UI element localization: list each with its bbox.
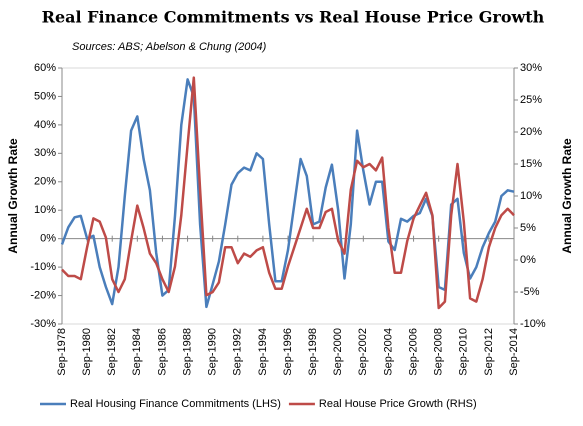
x-tick-label: Sep-1992 <box>232 328 244 376</box>
y-axis-label: Annual Growth Rate <box>6 138 20 254</box>
x-tick-label: Sep-2014 <box>508 328 520 376</box>
x-tick-label: Sep-1998 <box>307 328 319 376</box>
chart-title: Real Finance Commitments vs Real House P… <box>42 8 545 27</box>
y-tick-label: -10% <box>30 261 56 273</box>
y2-axis-label: Annual Growth Rate <box>560 138 574 254</box>
x-tick-label: Sep-2000 <box>332 328 344 376</box>
x-tick-label: Sep-1996 <box>282 328 294 376</box>
y2-tick-label: -10% <box>520 318 546 330</box>
y-tick-label: 10% <box>34 204 56 216</box>
x-tick-label: Sep-2012 <box>483 328 495 376</box>
x-tick-label: Sep-2004 <box>382 328 394 376</box>
y-tick-label: 30% <box>34 147 56 159</box>
chart-subtitle: Sources: ABS; Abelson & Chung (2004) <box>72 41 267 53</box>
x-tick-label: Sep-1982 <box>106 328 118 376</box>
x-tick-label: Sep-1994 <box>257 328 269 376</box>
y-tick-label: 50% <box>34 90 56 102</box>
legend-label: Real House Price Growth (RHS) <box>319 398 477 410</box>
x-tick-label: Sep-1978 <box>56 328 68 376</box>
y-tick-label: -20% <box>30 289 56 301</box>
y-tick-label: -30% <box>30 318 56 330</box>
x-tick-label: Sep-2002 <box>357 328 369 376</box>
x-tick-label: Sep-1986 <box>156 328 168 376</box>
y2-tick-label: 15% <box>520 158 542 170</box>
x-tick-label: Sep-2010 <box>458 328 470 376</box>
y2-tick-label: 30% <box>520 62 542 74</box>
series-line <box>60 78 515 309</box>
x-tick-label: Sep-2006 <box>407 328 419 376</box>
x-tick-label: Sep-2008 <box>433 328 445 376</box>
y-tick-label: 60% <box>34 62 56 74</box>
y-tick-label: 40% <box>34 119 56 131</box>
y-tick-label: 20% <box>34 176 56 188</box>
x-tick-label: Sep-1984 <box>131 328 143 376</box>
y2-tick-label: 10% <box>520 190 542 202</box>
y2-tick-label: 0% <box>520 254 536 266</box>
y-tick-label: 0% <box>40 233 56 245</box>
x-tick-label: Sep-1980 <box>81 328 93 376</box>
y2-tick-label: -5% <box>520 286 540 298</box>
y2-tick-label: 25% <box>520 94 542 106</box>
x-tick-label: Sep-1988 <box>181 328 193 376</box>
y2-tick-label: 5% <box>520 222 536 234</box>
y2-tick-label: 20% <box>520 126 542 138</box>
series-line <box>61 76 515 310</box>
legend-label: Real Housing Finance Commitments (LHS) <box>70 398 281 410</box>
x-tick-label: Sep-1990 <box>207 328 219 376</box>
